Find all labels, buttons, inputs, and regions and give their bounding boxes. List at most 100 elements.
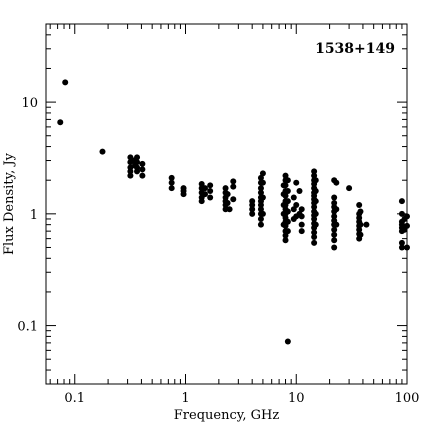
y-axis-title: Flux Density, Jy — [2, 152, 17, 255]
data-point — [139, 166, 146, 173]
data-point — [357, 231, 364, 238]
data-point — [296, 188, 303, 195]
data-point — [62, 79, 69, 86]
data-point — [249, 201, 256, 208]
data-point — [331, 226, 338, 233]
data-point — [259, 179, 266, 186]
data-point — [333, 221, 340, 228]
data-point — [127, 172, 134, 179]
x-tick-label: 10 — [288, 391, 305, 406]
data-point — [298, 221, 305, 228]
data-point — [224, 191, 231, 198]
data-point — [331, 237, 338, 244]
data-point — [282, 182, 289, 189]
y-tick-label: 1 — [30, 208, 38, 223]
x-tick-label: 0.1 — [64, 391, 85, 406]
data-point — [259, 170, 266, 177]
data-point — [284, 208, 291, 215]
data-point — [398, 244, 405, 251]
data-point — [259, 194, 266, 201]
data-point — [312, 210, 319, 217]
data-point — [249, 206, 256, 213]
data-point — [311, 239, 318, 246]
y-tick-label: 10 — [21, 96, 38, 111]
data-point — [168, 179, 175, 186]
data-point — [230, 183, 237, 190]
data-point — [222, 185, 229, 192]
data-point — [311, 172, 318, 179]
data-point — [346, 185, 353, 192]
plot-frame — [45, 23, 408, 385]
data-point — [331, 244, 338, 251]
data-point — [99, 148, 106, 155]
data-point — [284, 338, 291, 345]
data-point — [311, 234, 318, 241]
data-point — [257, 215, 264, 222]
data-point — [356, 226, 363, 233]
data-point — [312, 188, 319, 195]
data-point — [139, 160, 146, 167]
data-point — [311, 215, 318, 222]
data-point — [134, 159, 141, 166]
data-point — [293, 179, 300, 186]
data-points — [57, 79, 410, 345]
tick-labels: 0.1 1 10 100 0.1 1 10 — [17, 96, 419, 406]
data-point — [290, 194, 297, 201]
data-point — [331, 213, 338, 220]
x-tick-label: 1 — [181, 391, 189, 406]
data-point — [363, 221, 370, 228]
data-point — [226, 206, 233, 213]
data-point — [257, 185, 264, 192]
data-point — [180, 191, 187, 198]
data-point — [357, 221, 364, 228]
y-tick-label: 0.1 — [17, 320, 38, 335]
data-point — [311, 229, 318, 236]
source-name-annotation: 1538+149 — [315, 41, 395, 57]
data-point — [333, 179, 340, 186]
data-point — [134, 154, 141, 161]
data-point — [139, 172, 146, 179]
data-point — [134, 168, 141, 175]
data-point — [207, 194, 214, 201]
data-point — [282, 237, 289, 244]
data-point — [298, 228, 305, 235]
data-point — [57, 119, 64, 126]
data-point — [202, 185, 209, 192]
data-point — [284, 218, 291, 225]
data-point — [257, 201, 264, 208]
data-point — [257, 189, 264, 196]
data-point — [398, 210, 405, 217]
data-point — [398, 239, 405, 246]
x-tick-label: 100 — [395, 391, 420, 406]
data-point — [230, 196, 237, 203]
data-point — [282, 172, 289, 179]
data-point — [127, 168, 134, 175]
data-point — [249, 210, 256, 217]
data-point — [333, 206, 340, 213]
x-axis-title: Frequency, GHz — [174, 408, 280, 423]
data-point — [168, 185, 175, 192]
data-point — [259, 210, 266, 217]
data-point — [168, 174, 175, 181]
data-point — [207, 182, 214, 189]
data-point — [298, 206, 305, 213]
data-point — [230, 178, 237, 185]
data-point — [207, 188, 214, 195]
data-point — [198, 198, 205, 205]
data-point — [284, 228, 291, 235]
data-point — [284, 177, 291, 184]
data-point — [331, 231, 338, 238]
data-point — [284, 198, 291, 205]
data-point — [202, 191, 209, 198]
data-point — [224, 200, 231, 207]
data-point — [257, 221, 264, 228]
data-point — [356, 201, 363, 208]
data-point — [331, 194, 338, 201]
data-point — [282, 192, 289, 199]
data-point — [312, 221, 319, 228]
data-point — [357, 208, 364, 215]
data-point — [311, 204, 318, 211]
data-point — [298, 213, 305, 220]
data-point — [293, 201, 300, 208]
